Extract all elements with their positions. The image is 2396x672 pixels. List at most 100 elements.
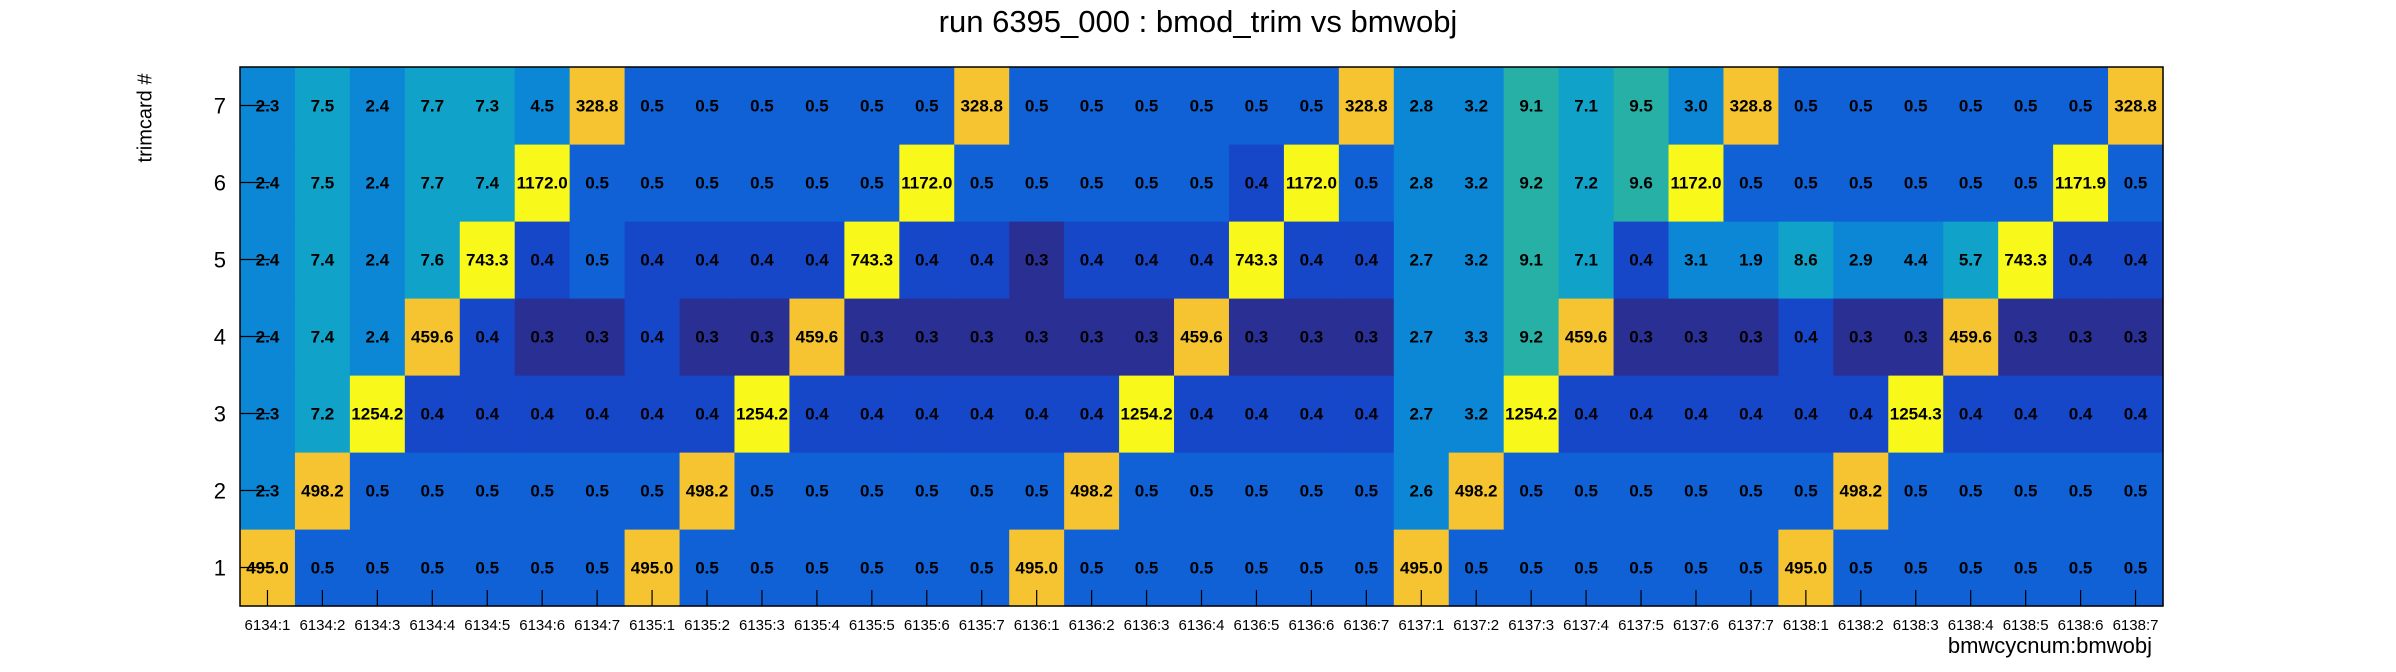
heatmap-cell: [899, 452, 955, 530]
heatmap-cell: [514, 452, 571, 530]
cell-value-label: 0.3: [2124, 328, 2148, 347]
cell-value-label: 3.1: [1684, 251, 1708, 270]
cell-value-label: 0.4: [530, 405, 554, 424]
heatmap-cell: [1668, 67, 1725, 145]
cell-value-label: 0.5: [1135, 482, 1159, 501]
cell-value-label: 0.4: [970, 251, 994, 270]
cell-value-label: 0.5: [860, 97, 884, 116]
heatmap-cell: [1448, 298, 1505, 376]
cell-value-label: 0.4: [805, 251, 829, 270]
cell-value-label: 0.4: [2069, 405, 2093, 424]
cell-value-label: 0.4: [970, 405, 994, 424]
heatmap-cell: [1119, 298, 1175, 376]
heatmap-cell: [1393, 452, 1450, 530]
cell-value-label: 0.5: [1904, 482, 1928, 501]
heatmap-cell: [1009, 67, 1065, 145]
y-tick-label: 2: [214, 479, 226, 504]
cell-value-label: 7.4: [311, 328, 335, 347]
heatmap-cell: [1009, 298, 1065, 376]
heatmap-cell: [1998, 452, 2054, 530]
cell-value-label: 4.5: [530, 97, 554, 116]
heatmap-cell: [1778, 221, 1834, 299]
heatmap-cell: [1998, 221, 2054, 299]
cell-value-label: 4.4: [1904, 251, 1928, 270]
heatmap-cell: [844, 144, 900, 222]
cell-value-label: 3.3: [1464, 328, 1488, 347]
cell-value-label: 3.2: [1464, 251, 1488, 270]
cell-value-label: 0.4: [1629, 251, 1653, 270]
heatmap-cell: [734, 221, 791, 299]
x-tick-label: 6138:1: [1783, 617, 1829, 634]
heatmap-cell: [1064, 221, 1120, 299]
heatmap-cell: [2108, 375, 2164, 453]
cell-value-label: 2.8: [1409, 174, 1433, 193]
cell-value-label: 0.4: [1300, 405, 1324, 424]
cell-value-label: 0.5: [1245, 559, 1269, 578]
cell-value-label: 328.8: [1345, 97, 1388, 116]
cell-value-label: 0.5: [1794, 97, 1818, 116]
cell-value-label: 0.5: [1849, 174, 1873, 193]
cell-value-label: 1171.9: [2055, 174, 2106, 193]
heatmap-cell: [1503, 67, 1560, 145]
heatmap-cell: [1064, 298, 1120, 376]
heatmap-cell: [1119, 221, 1175, 299]
heatmap-cell: [1393, 67, 1450, 145]
heatmap-cell: [1174, 298, 1230, 376]
heatmap-cell: [1558, 144, 1615, 222]
cell-value-label: 459.6: [1180, 328, 1223, 347]
heatmap-cell: [1064, 144, 1120, 222]
cell-value-label: 0.5: [420, 482, 444, 501]
x-tick-label: 6138:4: [1948, 617, 1994, 634]
cell-value-label: 0.5: [420, 559, 444, 578]
cell-value-label: 0.3: [2014, 328, 2038, 347]
heatmap-cell: [1998, 67, 2054, 145]
cell-value-label: 0.5: [2014, 174, 2038, 193]
heatmap-cell: [294, 221, 351, 299]
heatmap-cell: [1503, 452, 1560, 530]
heatmap-cell: [1228, 221, 1285, 299]
cell-value-label: 0.5: [1519, 559, 1543, 578]
cell-value-label: 1254.2: [1505, 405, 1557, 424]
cell-value-label: 0.5: [1794, 482, 1818, 501]
cell-value-label: 0.5: [2069, 97, 2093, 116]
cell-value-label: 9.1: [1519, 251, 1543, 270]
heatmap-cell: [1668, 298, 1725, 376]
heatmap-cell: [569, 144, 626, 222]
heatmap-cell: [1174, 144, 1230, 222]
cell-value-label: 0.4: [2124, 405, 2148, 424]
heatmap-cell: [1668, 144, 1725, 222]
cell-value-label: 0.5: [1080, 97, 1104, 116]
cell-value-label: 0.5: [366, 559, 390, 578]
cell-value-label: 0.5: [750, 97, 774, 116]
cell-value-label: 0.3: [1355, 328, 1379, 347]
cell-value-label: 0.4: [915, 405, 939, 424]
cell-value-label: 0.3: [1904, 328, 1928, 347]
heatmap-cell: [1778, 375, 1834, 453]
cell-value-label: 495.0: [631, 559, 674, 578]
cell-value-label: 0.5: [1739, 559, 1763, 578]
x-tick-label: 6135:6: [904, 617, 950, 634]
cell-value-label: 0.5: [1904, 174, 1928, 193]
x-tick-label: 6137:3: [1508, 617, 1554, 634]
cell-value-label: 0.5: [1684, 559, 1708, 578]
heatmap-cell: [1283, 67, 1340, 145]
cell-value-label: 0.5: [1300, 559, 1324, 578]
x-tick-label: 6138:6: [2058, 617, 2104, 634]
heatmap-cell: [459, 67, 516, 145]
heatmap-cell: [1448, 221, 1505, 299]
heatmap-cell: [1833, 298, 1889, 376]
cell-value-label: 2.6: [1409, 482, 1433, 501]
heatmap-cell: [789, 221, 845, 299]
heatmap-cell: [1338, 452, 1395, 530]
heatmap-cell: [1613, 144, 1670, 222]
heatmap-cell: [294, 144, 351, 222]
cell-value-label: 0.5: [1190, 97, 1214, 116]
cell-value-label: 743.3: [851, 251, 894, 270]
cell-value-label: 0.3: [2069, 328, 2093, 347]
heatmap-cell: [679, 298, 736, 376]
heatmap-cell: [2053, 144, 2109, 222]
heatmap-cell: [1503, 375, 1560, 453]
x-tick-label: 6136:7: [1343, 617, 1389, 634]
cell-value-label: 0.5: [1904, 559, 1928, 578]
cell-value-label: 7.2: [311, 405, 335, 424]
